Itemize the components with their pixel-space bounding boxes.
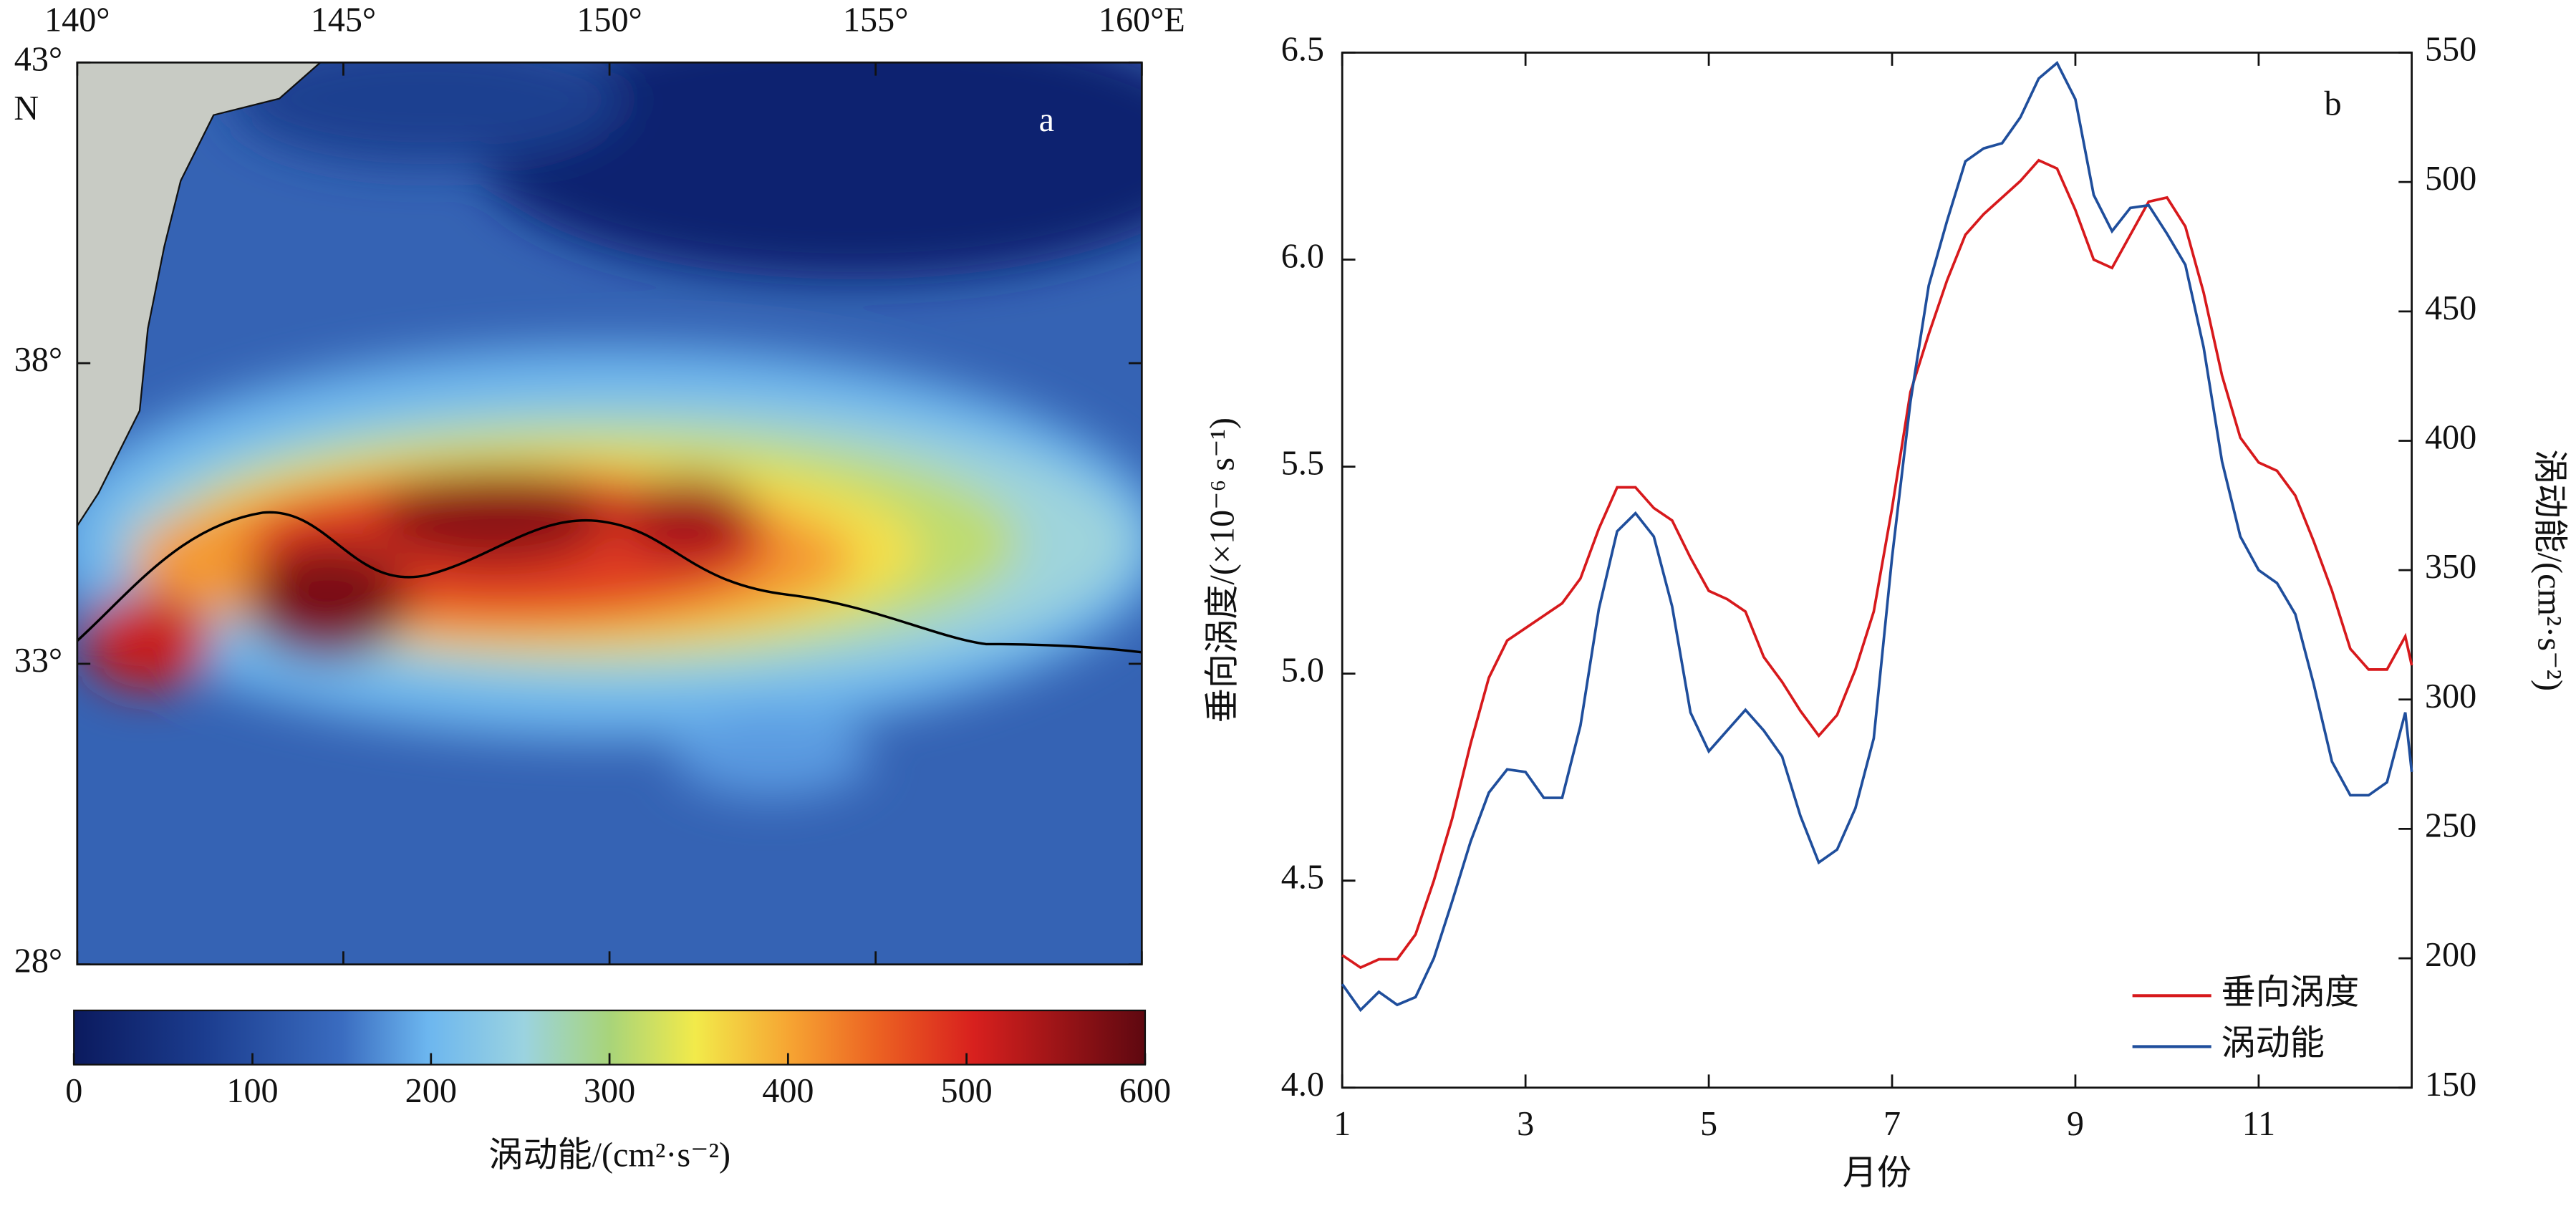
y-tick-label: 5.5 <box>1281 445 1324 483</box>
x-tick-label: 1 <box>1333 1105 1351 1143</box>
y2-tick-label: 300 <box>2425 677 2476 715</box>
x-tick-label: 9 <box>2067 1105 2084 1143</box>
colorbar-tick-label: 200 <box>405 1072 457 1110</box>
eke-map: a 140° 145° 150° 155° 160°E 43° 38° 33° 28° N 0 100… <box>14 1 1185 1174</box>
y-tick-label: 43° <box>14 40 62 78</box>
y-tick-label: 6.0 <box>1281 238 1324 276</box>
y2-tick-label: 550 <box>2425 31 2476 69</box>
panel-label: a <box>1039 101 1054 139</box>
data-line <box>1341 158 2413 970</box>
x-tick-label: 11 <box>2242 1105 2275 1143</box>
x-axis-label: 月份 <box>1843 1154 1911 1192</box>
y2-tick-label: 350 <box>2425 548 2476 586</box>
y-tick-label: 4.0 <box>1281 1066 1324 1104</box>
x-tick-label: 140° <box>44 1 110 39</box>
y-tick-label: 5.0 <box>1281 652 1324 690</box>
colorbar-tick-label: 500 <box>941 1072 993 1110</box>
y-tick-label: 33° <box>14 642 62 680</box>
panel-label: b <box>2324 85 2341 122</box>
y-tick-label: 6.5 <box>1281 31 1324 69</box>
y-tick-label: 38° <box>14 341 62 379</box>
y-tick-label: 28° <box>14 942 62 980</box>
plot-frame <box>1341 52 2413 1089</box>
lat-suffix: N <box>14 90 39 127</box>
y2-tick-label: 150 <box>2425 1066 2476 1104</box>
colorbar-label: 涡动能/(cm²·s⁻²) <box>488 1136 730 1174</box>
y-tick-label: 4.5 <box>1281 859 1324 897</box>
y2-tick-label: 250 <box>2425 806 2476 844</box>
data-line <box>1341 61 2413 1013</box>
x-tick-label: 3 <box>1517 1105 1534 1143</box>
colorbar-tick-label: 0 <box>65 1072 82 1110</box>
legend-label: 垂向涡度 <box>2221 973 2359 1011</box>
y2-tick-label: 400 <box>2425 419 2476 457</box>
land <box>77 62 322 528</box>
x-tick-label: 7 <box>1883 1105 1901 1143</box>
x-tick-label: 145° <box>311 1 377 39</box>
y2-tick-label: 200 <box>2425 936 2476 974</box>
colorbar-tick-label: 600 <box>1119 1072 1171 1110</box>
x-tick-label: 155° <box>843 1 909 39</box>
colorbar-tick-label: 100 <box>226 1072 278 1110</box>
y2-axis-label: 涡动能/(cm²·s⁻²) <box>2531 449 2569 691</box>
y2-tick-label: 500 <box>2425 160 2476 198</box>
y-axis-label: 垂向涡度/(×10⁻⁶ s⁻¹) <box>1203 418 1241 723</box>
x-tick-label: 5 <box>1700 1105 1717 1143</box>
colorbar-tick-label: 300 <box>584 1072 635 1110</box>
kuroshio-axis <box>77 511 1142 654</box>
legend-label: 涡动能 <box>2221 1024 2324 1062</box>
x-tick-label: 160°E <box>1099 1 1185 39</box>
colorbar-tick-label: 400 <box>762 1072 814 1110</box>
x-tick-label: 150° <box>577 1 642 39</box>
y2-tick-label: 450 <box>2425 289 2476 327</box>
eke-field <box>77 62 1142 797</box>
line-chart: 1 3 5 7 9 11 4.0 4.5 5.0 5.5 6.0 6.5 150 200 250 300 350… <box>1203 31 2568 1192</box>
